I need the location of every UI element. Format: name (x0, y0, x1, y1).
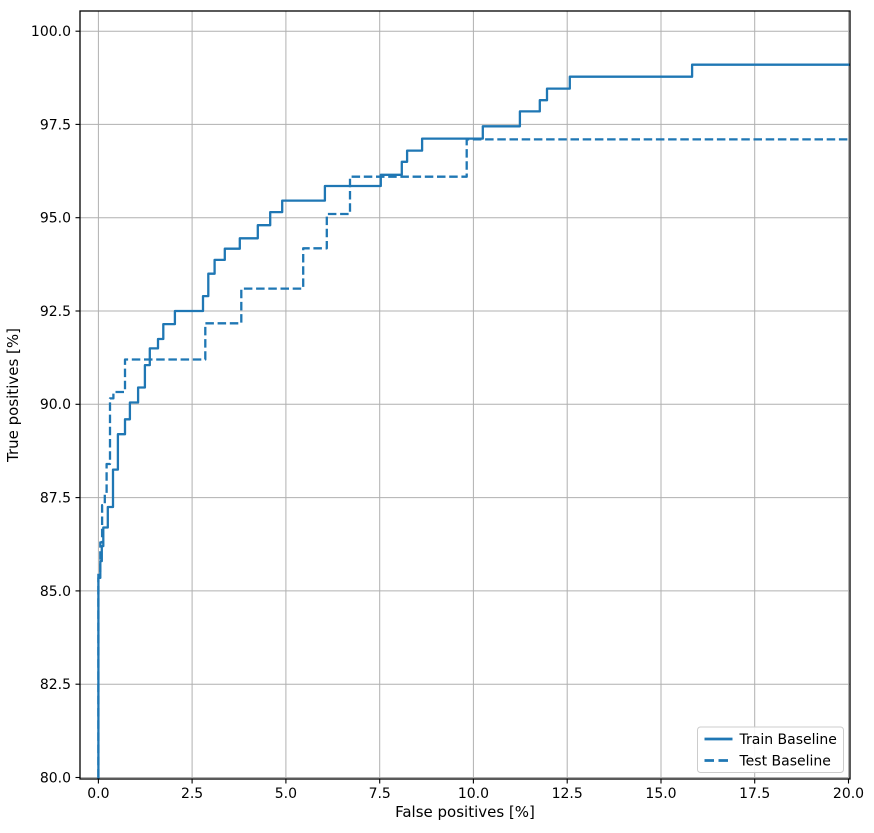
plot-border (79, 10, 851, 780)
y-tick-label: 90.0 (40, 397, 71, 413)
x-tick-label: 15.0 (645, 786, 676, 802)
y-tick-label: 87.5 (40, 491, 71, 507)
curve-test-baseline (97, 138, 849, 778)
y-tick-label: 85.0 (40, 584, 71, 600)
x-tick-label: 2.5 (181, 786, 203, 802)
x-tick-label: 5.0 (275, 786, 297, 802)
x-axis-label: False positives [%] (395, 803, 535, 821)
y-axis-label: True positives [%] (4, 328, 22, 463)
y-tick-label: 97.5 (40, 117, 71, 133)
legend: Train Baseline Test Baseline (697, 726, 844, 773)
legend-label: Test Baseline (739, 753, 831, 769)
y-tick-label: 95.0 (40, 211, 71, 227)
ticks: 0.0 2.5 5.0 7.5 10.0 12.5 15.0 17.5 20.0 80.0 82.5… (31, 24, 864, 802)
y-tick-label: 80.0 (40, 770, 71, 786)
y-tick-label: 82.5 (40, 677, 71, 693)
x-tick-label: 12.5 (552, 786, 583, 802)
legend-box (697, 726, 844, 773)
curve-train-baseline (97, 63, 850, 779)
x-tick-label: 17.5 (739, 786, 770, 802)
legend-label: Train Baseline (739, 732, 837, 748)
x-tick-label: 20.0 (833, 786, 864, 802)
curves (97, 63, 850, 779)
y-tick-label: 100.0 (31, 24, 71, 40)
x-tick-label: 0.0 (87, 786, 109, 802)
y-tick-label: 92.5 (40, 304, 71, 320)
x-tick-label: 10.0 (458, 786, 489, 802)
x-tick-label: 7.5 (369, 786, 391, 802)
grid (80, 11, 850, 779)
